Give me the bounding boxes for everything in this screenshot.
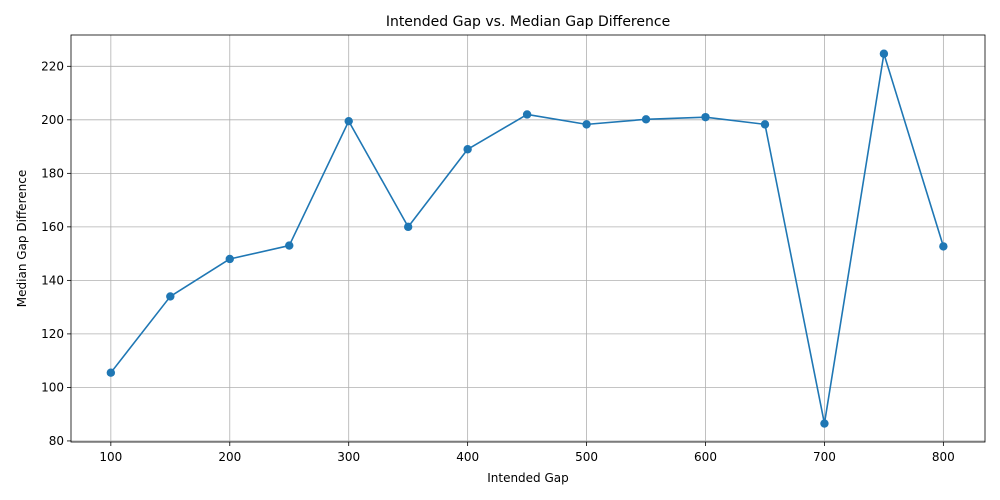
y-tick-label: 100 bbox=[41, 380, 64, 394]
data-point bbox=[522, 110, 532, 119]
data-point bbox=[939, 242, 948, 251]
data-point bbox=[285, 241, 294, 250]
data-point bbox=[582, 120, 591, 129]
x-tick-label: 200 bbox=[218, 450, 241, 464]
y-tick-label: 200 bbox=[41, 113, 64, 127]
y-tick-label: 180 bbox=[41, 166, 64, 180]
x-tick-label: 500 bbox=[575, 450, 598, 464]
y-axis-label: Median Gap Difference bbox=[15, 170, 29, 307]
y-tick-label: 220 bbox=[41, 59, 64, 73]
x-tick-label: 300 bbox=[337, 450, 360, 464]
axis-ticks: 100 200 300 400 500 600 700 800 80 100 120 140 160 18… bbox=[41, 59, 955, 464]
data-point bbox=[344, 116, 353, 126]
y-tick-label: 80 bbox=[49, 434, 64, 448]
data-point bbox=[820, 419, 829, 428]
x-tick-label: 800 bbox=[932, 450, 955, 464]
y-tick-label: 120 bbox=[41, 327, 64, 341]
data-point bbox=[701, 112, 710, 122]
grid-lines bbox=[71, 35, 985, 442]
plot-frame bbox=[70, 34, 986, 443]
data-point bbox=[106, 368, 116, 377]
data-point bbox=[225, 254, 234, 264]
y-tick-label: 140 bbox=[41, 273, 64, 287]
x-tick-label: 400 bbox=[456, 450, 479, 464]
data-point bbox=[403, 222, 413, 232]
x-tick-label: 700 bbox=[813, 450, 836, 464]
data-point bbox=[641, 115, 651, 124]
x-tick-label: 100 bbox=[99, 450, 122, 464]
data-point bbox=[166, 292, 175, 301]
x-tick-label: 600 bbox=[694, 450, 717, 464]
data-point bbox=[760, 120, 770, 129]
x-axis-label: Intended Gap bbox=[487, 471, 569, 485]
chart-title: Intended Gap vs. Median Gap Difference bbox=[386, 14, 670, 30]
data-series bbox=[106, 49, 948, 428]
data-point bbox=[463, 145, 472, 154]
data-point bbox=[879, 49, 889, 58]
y-tick-label: 160 bbox=[41, 220, 64, 234]
